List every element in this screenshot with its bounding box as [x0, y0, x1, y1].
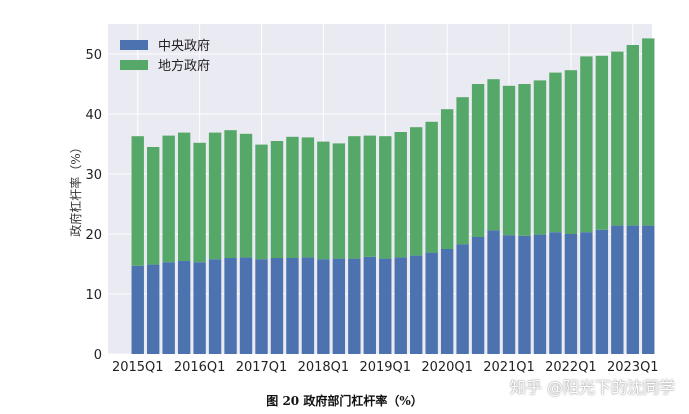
x-tick-label: 2021Q1 [483, 360, 535, 375]
bar-local-2020Q4 [487, 79, 500, 231]
bar-central-2019Q3 [410, 255, 423, 354]
bar-local-2022Q1 [564, 70, 578, 234]
bar-local-2019Q4 [425, 121, 438, 253]
bar-central-2023Q2 [642, 225, 655, 354]
bar-local-2015Q3 [162, 135, 175, 263]
legend-swatch [120, 40, 148, 50]
y-tick-label: 10 [85, 288, 102, 303]
watermark: 知乎 @阳光下的沈同学 [509, 378, 675, 397]
bar-central-2016Q1 [193, 262, 206, 354]
legend-label: 中央政府 [158, 39, 210, 54]
bar-local-2023Q1 [626, 45, 639, 226]
bar-central-2022Q3 [595, 229, 609, 354]
bar-local-2016Q3 [224, 130, 237, 258]
bar-central-2020Q1 [440, 249, 454, 354]
bar-local-2017Q1 [255, 144, 268, 260]
bar-central-2023Q1 [626, 225, 639, 354]
x-tick-label: 2017Q1 [236, 360, 288, 375]
bar-local-2019Q3 [410, 127, 423, 256]
bar-central-2021Q4 [549, 232, 562, 354]
bar-local-2020Q3 [471, 84, 485, 237]
bar-local-2020Q1 [440, 109, 454, 249]
bar-local-2021Q1 [502, 85, 516, 236]
y-tick-label: 20 [85, 228, 102, 243]
bar-local-2015Q2 [147, 147, 160, 265]
bar-central-2015Q1 [131, 265, 144, 354]
bar-local-2018Q3 [348, 136, 361, 259]
bar-central-2016Q3 [224, 258, 237, 354]
bar-local-2017Q3 [286, 136, 299, 258]
bar-central-2017Q2 [270, 258, 284, 354]
y-tick-label: 50 [85, 48, 102, 63]
bar-central-2017Q1 [255, 259, 268, 354]
bar-central-2018Q4 [363, 256, 376, 354]
bar-local-2021Q2 [518, 84, 531, 236]
bar-central-2022Q2 [580, 232, 593, 354]
bar-central-2019Q1 [379, 258, 392, 354]
x-tick-label: 2018Q1 [298, 360, 350, 375]
bars [131, 38, 655, 354]
figure-caption: 图 20 政府部门杠杆率（%） [266, 394, 423, 408]
bar-local-2019Q2 [394, 132, 407, 258]
bar-local-2020Q2 [456, 97, 469, 245]
bar-central-2017Q4 [301, 257, 315, 354]
bar-central-2015Q4 [177, 261, 191, 354]
bar-central-2022Q4 [611, 225, 624, 354]
bar-local-2016Q1 [193, 142, 206, 263]
bar-local-2015Q4 [177, 132, 191, 261]
bar-local-2017Q4 [301, 137, 315, 258]
bar-central-2021Q2 [518, 235, 531, 354]
bar-central-2017Q3 [286, 258, 299, 354]
bar-local-2023Q2 [642, 38, 655, 226]
bar-local-2021Q3 [533, 80, 547, 235]
bar-local-2018Q4 [363, 135, 376, 257]
bar-local-2018Q1 [317, 141, 330, 260]
bar-central-2020Q4 [487, 230, 500, 354]
y-tick-label: 0 [94, 348, 102, 363]
legend-swatch [120, 60, 148, 70]
bar-local-2021Q4 [549, 72, 562, 233]
bar-local-2022Q3 [595, 55, 609, 230]
bar-central-2021Q3 [533, 234, 547, 354]
bar-central-2019Q4 [425, 252, 438, 354]
bar-local-2016Q4 [239, 133, 253, 258]
y-axis-ticks: 0 10 20 30 40 50 [85, 48, 102, 363]
y-tick-label: 30 [85, 168, 102, 183]
bar-local-2019Q1 [379, 136, 392, 259]
x-tick-label: 2016Q1 [174, 360, 226, 375]
y-tick-label: 40 [85, 108, 102, 123]
x-axis-ticks: 2015Q1 2016Q1 2017Q1 2018Q1 2019Q1 2020Q1 2021… [112, 360, 659, 375]
bar-local-2022Q2 [580, 56, 593, 233]
bar-central-2020Q3 [471, 237, 485, 354]
bar-central-2022Q1 [564, 234, 578, 354]
bar-local-2022Q4 [611, 51, 624, 226]
x-tick-label: 2019Q1 [359, 360, 411, 375]
y-axis-label: 政府杠杆率（%） [68, 141, 83, 236]
legend-label: 地方政府 [158, 58, 210, 74]
x-tick-label: 2020Q1 [421, 360, 473, 375]
bar-central-2020Q2 [456, 244, 469, 354]
bar-local-2018Q2 [332, 143, 346, 259]
x-tick-label: 2022Q1 [545, 360, 597, 375]
bar-local-2015Q1 [131, 136, 144, 266]
bar-central-2015Q2 [147, 264, 160, 354]
bar-central-2018Q3 [348, 258, 361, 354]
bar-central-2021Q1 [502, 235, 516, 354]
x-tick-label: 2023Q1 [607, 360, 659, 375]
bar-central-2016Q2 [208, 259, 222, 354]
bar-central-2018Q1 [317, 259, 330, 354]
bar-central-2015Q3 [162, 262, 175, 354]
bar-central-2019Q2 [394, 257, 407, 354]
bar-central-2018Q2 [332, 258, 346, 354]
bar-local-2017Q2 [270, 141, 284, 258]
x-tick-label: 2015Q1 [112, 360, 164, 375]
bar-central-2016Q4 [239, 257, 253, 354]
bar-local-2016Q2 [208, 132, 222, 260]
